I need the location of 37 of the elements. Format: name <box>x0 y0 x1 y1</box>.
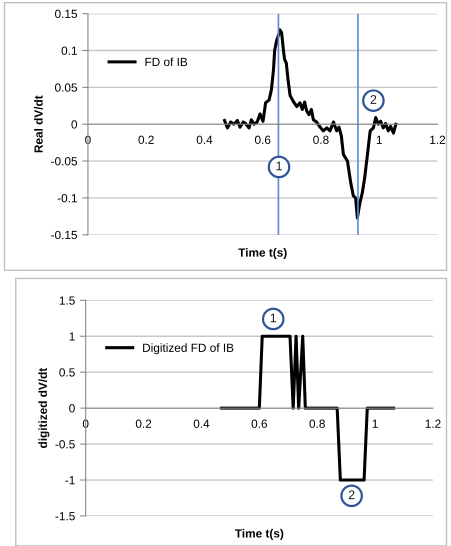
x-tick-label: 1.2 <box>426 420 441 428</box>
annotation: 2 <box>348 490 354 500</box>
x-axis-title: Time t(s) <box>234 528 284 540</box>
x-tick-label: 0.2 <box>136 420 152 428</box>
y-axis-title: Real dV/dt <box>34 95 43 152</box>
y-tick-label: -1 <box>65 476 75 484</box>
x-axis-title: Time t(s) <box>238 248 287 260</box>
x-tick-label: 0.6 <box>254 136 270 144</box>
y-tick-label: 0.15 <box>55 10 78 18</box>
annotation: 1 <box>276 162 282 170</box>
legend-label: Digitized FD of IB <box>143 343 234 354</box>
x-tick-label: 0.8 <box>313 136 329 144</box>
y-tick-label: 1 <box>70 332 75 341</box>
x-tick-label: 1 <box>376 136 382 144</box>
y-tick-label: 0.05 <box>55 83 78 92</box>
y-tick-label: -1.5 <box>55 512 75 520</box>
y-tick-label: 0 <box>71 120 78 129</box>
x-tick-label: 1.2 <box>430 136 446 144</box>
y-tick-label: -0.5 <box>55 440 75 448</box>
y-tick-label: 0 <box>69 404 75 413</box>
y-axis-title: digitized dV/dt <box>38 368 50 448</box>
x-tick-label: 0.8 <box>309 420 325 428</box>
y-tick-label: 0.1 <box>62 46 77 55</box>
x-tick-label: 0.4 <box>194 420 210 428</box>
annotation: 1 <box>270 314 276 322</box>
annotation: 2 <box>370 95 376 104</box>
y-tick-label: 0.5 <box>59 368 75 377</box>
x-tick-label: 0.6 <box>252 420 268 428</box>
x-tick-label: 1 <box>372 420 378 428</box>
legend-label: FD of IB <box>145 57 188 66</box>
y-tick-label: 1.5 <box>60 296 75 305</box>
y-tick-label: -0.15 <box>51 230 78 240</box>
y-tick-label: -0.05 <box>51 157 78 166</box>
x-tick-label: 0.2 <box>138 136 154 144</box>
line-series <box>223 28 398 220</box>
y-tick-label: -0.1 <box>58 194 77 202</box>
x-tick-label: 0.4 <box>196 136 212 144</box>
